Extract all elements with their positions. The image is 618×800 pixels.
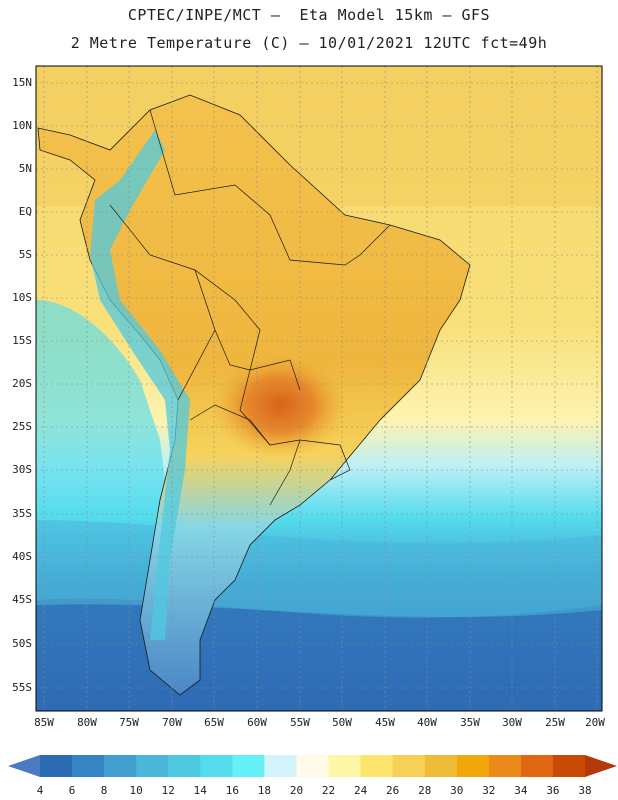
lon-label: 20W xyxy=(585,716,605,729)
lat-label: 5S xyxy=(18,248,32,261)
lon-label: 50W xyxy=(332,716,352,729)
lat-label: 30S xyxy=(12,463,32,476)
colorbar-label: 30 xyxy=(450,784,464,797)
pacific-cool-band xyxy=(36,300,170,520)
colorbar-swatch xyxy=(424,755,458,777)
lat-label: 55S xyxy=(12,681,32,694)
colorbar-label: 32 xyxy=(482,784,496,797)
lon-label: 75W xyxy=(119,716,139,729)
lat-label: 20S xyxy=(12,377,32,390)
lon-label: 65W xyxy=(204,716,224,729)
colorbar-label: 24 xyxy=(353,784,368,797)
graticule xyxy=(36,66,602,711)
colorbar-swatch xyxy=(328,755,362,777)
title-line-1: CPTEC/INPE/MCT – Eta Model 15km – GFS xyxy=(127,6,491,24)
lon-label: 85W xyxy=(34,716,54,729)
title-line-2: 2 Metre Temperature (C) – 10/01/2021 12U… xyxy=(70,34,548,52)
colorbar-swatch xyxy=(392,755,426,777)
colorbar-label: 18 xyxy=(257,784,272,797)
colorbar-swatch xyxy=(520,755,554,777)
lon-label: 70W xyxy=(162,716,182,729)
colorbar-label: 14 xyxy=(193,784,207,797)
lon-label: 40W xyxy=(417,716,437,729)
colorbar-label: 6 xyxy=(68,784,76,797)
colorbar-swatch xyxy=(488,755,522,777)
colorbar xyxy=(8,755,617,777)
lon-label: 80W xyxy=(77,716,97,729)
colorbar-swatch xyxy=(296,755,330,777)
map-frame xyxy=(35,65,603,712)
colorbar-label: 36 xyxy=(546,784,560,797)
colorbar-label: 8 xyxy=(100,784,108,797)
lon-label: 45W xyxy=(375,716,395,729)
colorbar-swatch xyxy=(72,755,105,777)
colorbar-arrow-left xyxy=(8,755,40,777)
colorbar-label: 12 xyxy=(161,784,175,797)
colorbar-label: 4 xyxy=(36,784,44,797)
lat-label: 10N xyxy=(12,119,32,132)
lat-label: 45S xyxy=(12,593,32,606)
lat-label: 35S xyxy=(12,507,32,520)
colorbar-label: 28 xyxy=(418,784,432,797)
lon-label: 60W xyxy=(247,716,267,729)
colorbar-swatch xyxy=(200,755,233,777)
lat-label: 40S xyxy=(12,550,32,563)
colorbar-swatch xyxy=(264,755,297,777)
colorbar-swatch xyxy=(360,755,394,777)
lat-label: 15S xyxy=(12,334,32,347)
lon-label: 55W xyxy=(290,716,310,729)
hot-region xyxy=(210,350,350,460)
colorbar-label: 22 xyxy=(321,784,336,797)
lon-label: 30W xyxy=(502,716,522,729)
lat-label: 25S xyxy=(12,420,32,433)
colorbar-label: 26 xyxy=(386,784,400,797)
lon-label: 25W xyxy=(545,716,565,729)
colorbar-label: 20 xyxy=(289,784,304,797)
lat-label: 5N xyxy=(18,162,32,175)
colorbar-arrow-right xyxy=(585,755,617,777)
colorbar-swatch xyxy=(136,755,169,777)
colorbar-swatch xyxy=(552,755,586,777)
lat-label: EQ xyxy=(18,205,32,218)
colorbar-label: 38 xyxy=(578,784,592,797)
andes-cool-ridge xyxy=(90,130,190,640)
lat-label: 50S xyxy=(12,637,32,650)
colorbar-swatch xyxy=(232,755,265,777)
colorbar-swatch xyxy=(104,755,137,777)
lat-label: 10S xyxy=(12,291,32,304)
colorbar-label: 16 xyxy=(225,784,239,797)
colorbar-label: 34 xyxy=(514,784,528,797)
country-borders xyxy=(109,109,391,506)
colorbar-label: 10 xyxy=(129,784,143,797)
colorbar-swatch xyxy=(168,755,201,777)
lon-label: 35W xyxy=(460,716,480,729)
colorbar-swatch xyxy=(456,755,490,777)
colorbar-swatch xyxy=(40,755,73,777)
lat-label: 15N xyxy=(12,76,32,89)
